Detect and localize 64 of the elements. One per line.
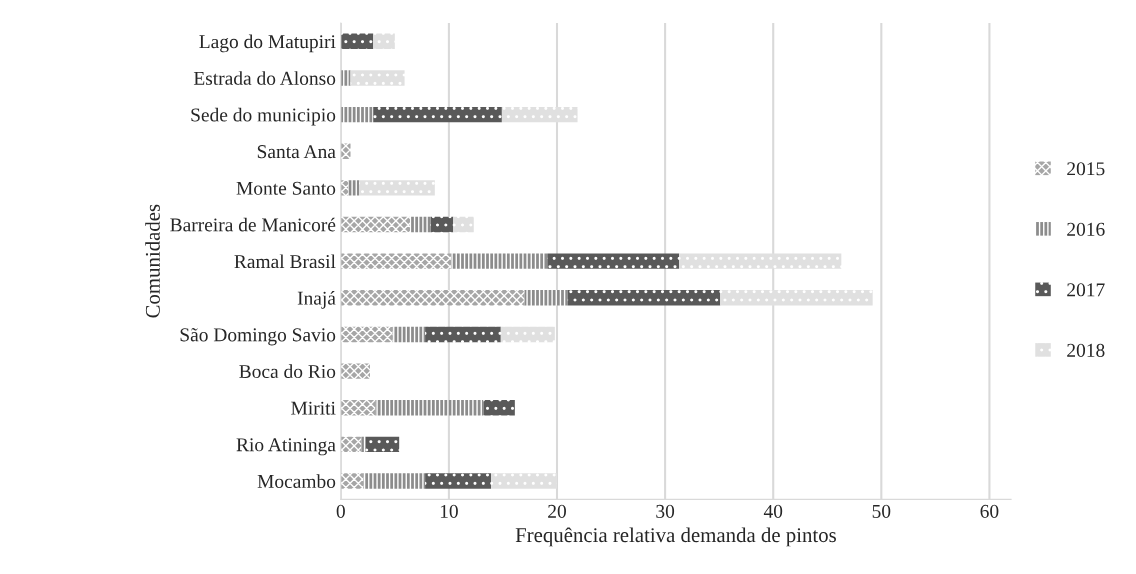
y-tick-label: Sede do municipio [191, 107, 336, 126]
bar [348, 180, 360, 196]
legend-label: 2017 [1067, 283, 1105, 297]
bar [340, 143, 351, 159]
bar [340, 180, 349, 196]
bar [340, 216, 410, 233]
x-tick-label: 60 [980, 504, 999, 518]
bar [425, 473, 492, 489]
y-tick-label: Ramal Brasil [234, 254, 336, 269]
bar [340, 253, 452, 269]
bar [373, 106, 502, 123]
legend-label: 2015 [1067, 162, 1105, 176]
bar [501, 106, 578, 123]
bar [430, 216, 454, 233]
x-tick-label: 40 [763, 504, 783, 518]
legend-label: 2018 [1067, 343, 1105, 357]
bar [409, 216, 431, 233]
y-tick-label: Inajá [297, 291, 336, 309]
bar [363, 473, 426, 489]
x-tick-label: 10 [440, 504, 458, 518]
bar [340, 473, 364, 489]
bar [483, 400, 515, 416]
bar [340, 436, 362, 453]
bar [567, 290, 721, 306]
y-tick-label: Santa Ana [257, 145, 336, 159]
bar [365, 436, 400, 453]
y-tick-label: Rio Atininga [236, 438, 336, 456]
bar [340, 326, 393, 343]
bar [547, 253, 680, 269]
y-tick-label: Estrada do Alonso [193, 71, 336, 85]
x-tick-label: 0 [336, 504, 345, 518]
bar [361, 436, 366, 453]
x-tick-label: 30 [656, 504, 675, 518]
bar [340, 70, 351, 86]
bar [524, 290, 568, 306]
bar [375, 400, 484, 416]
bar [340, 400, 376, 416]
y-tick-label: Barreira de Manicoré [170, 217, 336, 232]
y-tick-label: Mocambo [257, 474, 336, 488]
bar [340, 290, 525, 306]
legend-label: 2016 [1067, 222, 1105, 236]
y-tick-label: São Domingo Savio [180, 328, 336, 346]
y-axis-title: Comunidades [145, 204, 160, 318]
bar [720, 290, 873, 306]
bar [500, 326, 555, 343]
bar [425, 326, 501, 343]
x-tick-label: 20 [548, 504, 566, 518]
bar [340, 33, 374, 49]
bar [451, 253, 548, 269]
bar [359, 180, 435, 196]
x-tick-label: 50 [872, 504, 891, 518]
y-tick-label: Boca do Rio [239, 364, 336, 379]
y-tick-label: Monte Santo [236, 181, 336, 195]
x-axis-title: Frequência relativa demanda de pintos [515, 527, 836, 547]
bar [491, 473, 558, 489]
bar [350, 70, 405, 86]
bar [679, 253, 842, 269]
bar [392, 326, 426, 343]
y-tick-label: Miriti [291, 401, 336, 415]
bar [340, 363, 370, 379]
bar [453, 216, 474, 233]
bar [340, 106, 374, 123]
y-tick-label: Lago do Matupiri [199, 34, 336, 53]
bar [373, 33, 395, 49]
